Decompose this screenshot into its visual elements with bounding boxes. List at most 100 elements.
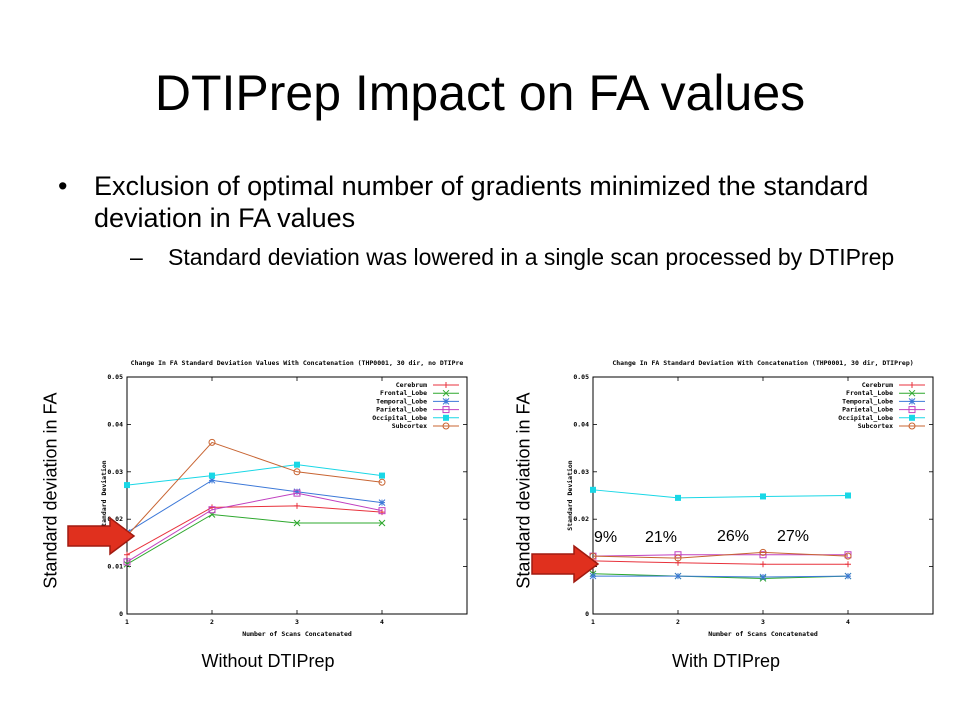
y-tick-label: 0.01 [107,563,123,571]
data-point [442,398,450,405]
legend-label: Subcortex [858,422,893,430]
legend-label: Frontal_Lobe [846,389,893,397]
x-axis-label: Number of Scans Concatenated [708,630,818,638]
data-point [908,406,916,414]
series-line [126,513,382,565]
y-tick-label: 0.04 [107,420,123,428]
chart-title: Change In FA Standard Deviation With Con… [612,359,913,367]
data-point [909,382,915,388]
y-axis-label: Standard Deviation [566,460,574,531]
data-point [293,488,301,496]
data-point [589,572,597,580]
data-point [378,519,386,527]
data-point [379,472,385,479]
series-line [126,505,383,556]
data-point [909,414,915,421]
y-tick-label: 0.05 [573,373,589,381]
y-axis-label: Standard Deviation [100,460,108,531]
legend-label: Occipital_Lobe [372,414,427,422]
y-tick-label: 0.02 [573,515,589,523]
data-point [674,572,682,580]
data-point [845,492,851,499]
data-point [443,414,449,421]
data-point [589,552,597,560]
data-point [124,551,130,558]
percent-label: 9% [594,529,618,546]
data-point [293,489,301,497]
data-point [294,502,300,509]
data-point [844,552,852,560]
data-point [208,476,216,484]
sub-bullet-text: Standard deviation was lowered in a sing… [168,244,895,270]
x-tick-label: 3 [761,618,765,626]
data-point [378,507,386,515]
sub-bullet-item: – Standard deviation was lowered in a si… [130,244,918,271]
data-point [443,382,449,388]
data-point [759,573,767,581]
right-caption: With DTIPrep [671,651,781,671]
bullet-item: • Exclusion of optimal number of gradien… [58,170,918,234]
series-line [592,489,849,499]
data-point [378,478,386,486]
percent-label: 27% [777,528,810,545]
data-point [123,558,131,566]
left-chart: Change In FA Standard Deviation Values W… [92,355,484,640]
bullet-dot-icon: • [58,171,68,201]
data-point [759,551,767,559]
data-point [442,389,450,397]
slide-title: DTIPrep Impact on FA values [154,65,806,121]
data-point [674,554,682,562]
percent-label: 26% [717,528,750,545]
data-point [760,561,766,568]
left-caption: Without DTIPrep [201,651,335,671]
data-point [760,493,766,500]
chart-background [92,355,484,640]
legend-label: Temporal_Lobe [842,397,893,405]
percent-label: 21% [645,529,678,546]
data-point [590,486,596,493]
y-tick-label: 0.03 [107,468,123,476]
series-line [592,573,849,579]
data-point [908,422,916,430]
data-point [442,422,450,430]
data-point [293,519,301,527]
x-tick-label: 2 [210,618,214,626]
left-y-label: Standard deviation in FA [40,392,61,589]
y-tick-label: 0 [119,610,123,618]
series-line [126,492,383,563]
x-tick-label: 4 [846,618,850,626]
legend-label: Occipital_Lobe [838,414,893,422]
data-point [208,506,216,514]
legend-label: Temporal_Lobe [376,397,427,405]
data-point [675,494,681,501]
data-point [294,461,300,468]
x-tick-label: 3 [295,618,299,626]
data-point [123,560,131,568]
data-point [378,499,386,506]
bullet-list: • Exclusion of optimal number of gradien… [58,170,918,271]
legend-label: Frontal_Lobe [380,389,427,397]
right-arrow-icon [531,544,600,584]
series-line [593,575,849,578]
data-point [844,572,852,580]
x-tick-label: 2 [676,618,680,626]
left-arrow-icon [67,516,136,556]
data-point [845,561,851,568]
series-line [592,560,848,565]
data-point [208,438,216,446]
x-tick-label: 4 [380,618,384,626]
legend-label: Parietal_Lobe [842,406,893,414]
x-tick-label: 1 [125,618,129,626]
series-line [126,441,383,537]
legend-label: Cerebrum [396,381,427,389]
data-point [124,482,130,489]
legend-label: Parietal_Lobe [376,406,427,414]
legend-label: Cerebrum [862,381,893,389]
y-tick-label: 0.04 [573,420,589,428]
legend-label: Subcortex [392,422,427,430]
data-point [759,548,767,556]
data-point [442,406,450,414]
x-axis-label: Number of Scans Concatenated [242,630,352,638]
x-tick-label: 1 [591,618,595,626]
dash-icon: – [130,244,143,270]
